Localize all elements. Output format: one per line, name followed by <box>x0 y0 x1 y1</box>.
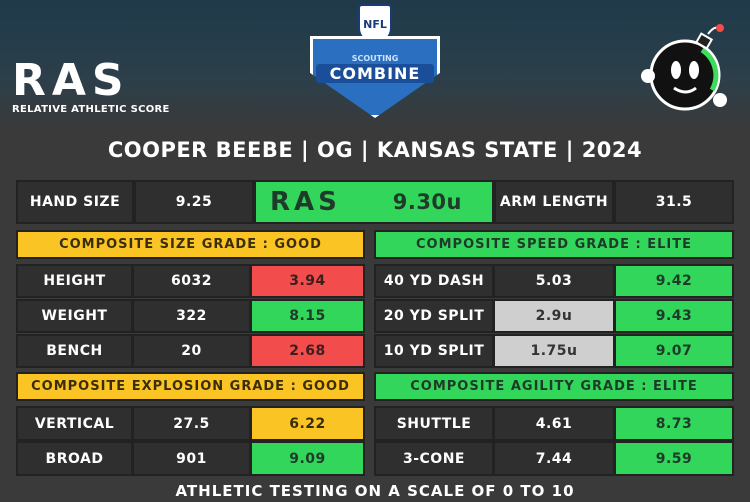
broad-score: 9.09 <box>250 441 365 476</box>
combine-line1: SCOUTING <box>351 54 399 63</box>
forty-score: 9.42 <box>614 264 734 298</box>
footer-note: ATHLETIC TESTING ON A SCALE OF 0 TO 10 <box>175 482 575 500</box>
twenty-split-score: 9.43 <box>614 299 734 333</box>
ras-score: 9.30u <box>392 190 462 214</box>
ten-split-value: 1.75u <box>493 334 615 368</box>
three-cone-score: 9.59 <box>614 441 734 476</box>
three-cone-value: 7.44 <box>493 441 615 476</box>
height-score: 3.94 <box>250 264 365 298</box>
bench-value: 20 <box>132 334 251 368</box>
ras-mark: RAS <box>270 187 341 217</box>
agility-grade-header: COMPOSITE AGILITY GRADE : ELITE <box>374 372 734 401</box>
speed-grade-header: COMPOSITE SPEED GRADE : ELITE <box>374 230 734 259</box>
forty-value: 5.03 <box>493 264 615 298</box>
twenty-split-value: 2.9u <box>493 299 615 333</box>
hand-size-label: HAND SIZE <box>16 180 134 224</box>
size-grade-header: COMPOSITE SIZE GRADE : GOOD <box>16 230 365 259</box>
height-label: HEIGHT <box>16 264 133 298</box>
combine-line2: COMBINE <box>316 64 434 83</box>
twenty-split-label: 20 YD SPLIT <box>374 299 494 333</box>
bench-label: BENCH <box>16 334 133 368</box>
forty-label: 40 YD DASH <box>374 264 494 298</box>
hand-size-value: 9.25 <box>134 180 254 224</box>
vertical-score: 6.22 <box>250 406 365 441</box>
ras-score-box: RAS 9.30u <box>254 180 494 224</box>
arm-length-label: ARM LENGTH <box>494 180 614 224</box>
height-value: 6032 <box>132 264 251 298</box>
broad-value: 901 <box>132 441 251 476</box>
page-title: COOPER BEEBE | OG | KANSAS STATE | 2024 <box>107 138 643 162</box>
explosion-grade-header: COMPOSITE EXPLOSION GRADE : GOOD <box>16 372 365 401</box>
shuttle-label: SHUTTLE <box>374 406 494 441</box>
ten-split-label: 10 YD SPLIT <box>374 334 494 368</box>
vertical-value: 27.5 <box>132 406 251 441</box>
bench-score: 2.68 <box>250 334 365 368</box>
broad-label: BROAD <box>16 441 133 476</box>
three-cone-label: 3-CONE <box>374 441 494 476</box>
arm-length-value: 31.5 <box>614 180 734 224</box>
weight-value: 322 <box>132 299 251 333</box>
ras-logo: RAS RELATIVE ATHLETIC SCORE <box>12 55 177 116</box>
combine-badge: NFL SCOUTING COMBINE <box>306 4 444 122</box>
bomb-mascot-icon <box>640 20 730 115</box>
weight-label: WEIGHT <box>16 299 133 333</box>
ras-logo-subtitle: RELATIVE ATHLETIC SCORE <box>12 104 170 115</box>
vertical-label: VERTICAL <box>16 406 133 441</box>
shuttle-score: 8.73 <box>614 406 734 441</box>
ras-logo-mark: RAS <box>12 55 130 106</box>
ten-split-score: 9.07 <box>614 334 734 368</box>
weight-score: 8.15 <box>250 299 365 333</box>
shuttle-value: 4.61 <box>493 406 615 441</box>
